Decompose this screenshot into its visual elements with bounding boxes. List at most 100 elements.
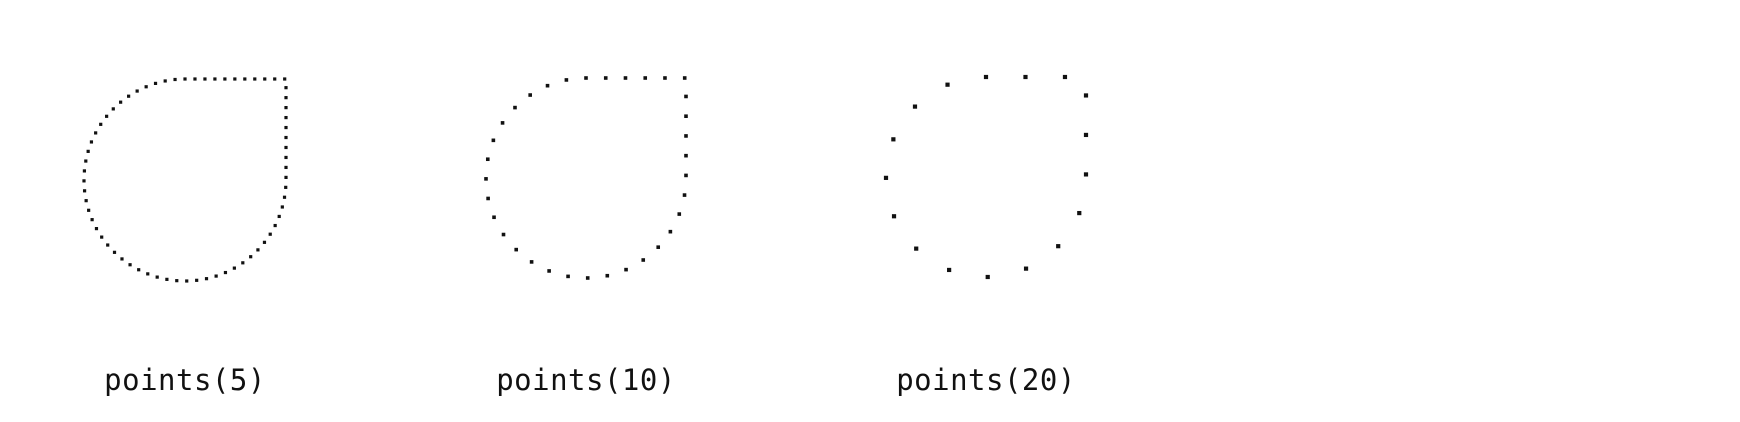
outline-point [243,77,246,80]
outline-point [165,278,168,281]
outline-point [284,96,287,99]
outline-point [127,95,130,98]
outline-point [683,193,687,197]
outline-point [284,86,287,89]
outline-point [273,77,276,80]
outline-point [624,268,628,272]
outline-point [284,126,287,129]
outline-point [284,176,287,179]
outline-point [193,77,196,80]
outline-point [205,277,208,280]
outline-point [269,233,272,236]
panel-caption: points(20) [896,363,1076,397]
outline-point [278,215,281,218]
outline-point [683,76,687,80]
outline-point [241,261,244,264]
outline-point [256,248,259,251]
outline-point [663,76,667,80]
outline-point [145,85,148,88]
outline-point [684,95,688,99]
outline-point [90,140,93,143]
outline-point [891,137,895,141]
outline-point [986,275,990,279]
outline-point [643,76,647,80]
outline-point [119,101,122,104]
outline-point [233,267,236,270]
outline-point [283,196,286,199]
teardrop-dotted-shape [884,75,1088,279]
outline-point [284,186,287,189]
outline-point [914,247,918,251]
outline-point [105,115,108,118]
outline-point [106,243,109,246]
outline-point [84,159,87,162]
outline-point [195,279,198,282]
outline-point [502,233,506,237]
outline-point [284,146,287,149]
outline-point [677,212,681,216]
outline-point [947,268,951,272]
panel-points-10: points(10) [484,76,688,397]
outline-point [82,179,85,182]
outline-point [606,274,610,278]
outline-point [113,251,116,254]
outline-point [1024,267,1028,271]
outline-point [546,84,550,88]
outline-point [501,121,505,125]
outline-point [586,276,590,280]
outline-point [684,174,688,178]
outline-point [223,77,226,80]
outline-point [284,166,287,169]
panel-caption: points(5) [104,363,266,397]
outline-point [530,260,534,264]
outline-point [1056,244,1060,248]
outline-point [547,269,551,273]
outline-point [1063,75,1067,79]
outline-point [528,93,532,97]
outline-point [164,79,167,82]
outline-point [283,77,286,80]
outline-point [203,77,206,80]
outline-point [624,76,628,80]
outline-point [492,215,496,219]
outline-point [215,274,218,277]
outline-point [91,218,94,221]
outline-point [249,255,252,258]
outline-point [604,76,608,80]
outline-point [1084,133,1088,137]
outline-point [120,257,123,260]
outline-point [1077,211,1081,215]
outline-point [486,197,490,201]
outline-point [95,227,98,230]
outline-point [1084,172,1088,176]
outline-point [183,77,186,80]
outline-point [1084,93,1088,97]
outline-point [173,78,176,81]
outline-point [514,248,518,252]
outline-point [87,150,90,153]
outline-point [263,241,266,244]
outline-point [669,230,673,234]
outline-point [146,272,149,275]
panel-points-20: points(20) [884,75,1088,397]
outline-point [154,82,157,85]
outline-point [884,176,888,180]
outline-point [253,77,256,80]
outline-point [284,156,287,159]
outline-point [100,236,103,239]
outline-point [284,106,287,109]
outline-point [284,116,287,119]
outline-point [984,75,988,79]
outline-point [263,77,266,80]
outline-point [83,169,86,172]
outline-point [136,89,139,92]
outline-point [94,131,97,134]
outline-point [486,157,490,161]
outline-point [233,77,236,80]
outline-point [156,276,159,279]
outline-point [1023,75,1027,79]
outline-point [213,77,216,80]
outline-point [684,134,688,138]
outline-point [566,275,570,279]
